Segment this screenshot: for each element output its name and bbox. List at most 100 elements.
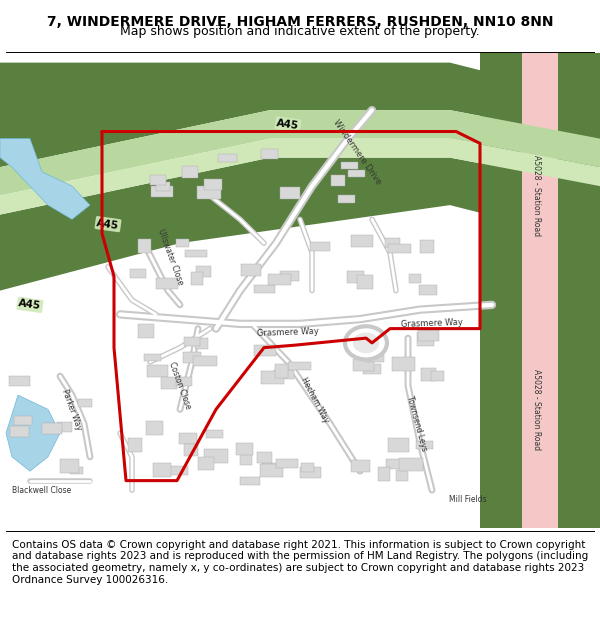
FancyBboxPatch shape <box>331 175 345 186</box>
FancyBboxPatch shape <box>386 459 407 469</box>
Polygon shape <box>0 158 600 291</box>
FancyBboxPatch shape <box>349 170 365 177</box>
FancyBboxPatch shape <box>417 332 434 346</box>
FancyBboxPatch shape <box>341 162 358 169</box>
Text: A45: A45 <box>96 217 120 231</box>
Text: Townsend Leys: Townsend Leys <box>405 395 429 452</box>
Polygon shape <box>558 53 600 528</box>
Polygon shape <box>6 395 60 471</box>
FancyBboxPatch shape <box>421 368 436 381</box>
FancyBboxPatch shape <box>347 271 364 284</box>
FancyBboxPatch shape <box>431 371 443 381</box>
FancyBboxPatch shape <box>161 377 176 389</box>
FancyBboxPatch shape <box>183 352 200 362</box>
Text: Contains OS data © Crown copyright and database right 2021. This information is : Contains OS data © Crown copyright and d… <box>12 540 588 584</box>
Text: A45: A45 <box>276 118 300 131</box>
FancyBboxPatch shape <box>152 462 172 476</box>
FancyBboxPatch shape <box>60 459 79 473</box>
Polygon shape <box>0 139 600 214</box>
FancyBboxPatch shape <box>184 337 200 346</box>
Polygon shape <box>78 172 510 528</box>
FancyBboxPatch shape <box>239 451 252 464</box>
FancyBboxPatch shape <box>262 462 278 472</box>
FancyBboxPatch shape <box>274 370 293 379</box>
FancyBboxPatch shape <box>58 422 73 432</box>
FancyBboxPatch shape <box>156 182 170 191</box>
FancyBboxPatch shape <box>176 378 192 386</box>
FancyBboxPatch shape <box>167 466 188 475</box>
FancyBboxPatch shape <box>78 399 92 407</box>
Text: Grasmere Way: Grasmere Way <box>401 318 463 329</box>
FancyBboxPatch shape <box>10 426 29 437</box>
FancyBboxPatch shape <box>145 354 161 361</box>
FancyBboxPatch shape <box>351 460 370 472</box>
FancyBboxPatch shape <box>388 244 410 253</box>
Text: Map shows position and indicative extent of the property.: Map shows position and indicative extent… <box>120 25 480 38</box>
FancyBboxPatch shape <box>310 242 331 251</box>
Text: A5028 - Station Road: A5028 - Station Road <box>533 369 542 450</box>
Text: Ullswater Close: Ullswater Close <box>156 228 185 287</box>
Text: Grasmere Way: Grasmere Way <box>257 327 319 338</box>
FancyBboxPatch shape <box>388 438 409 452</box>
FancyBboxPatch shape <box>363 364 381 374</box>
FancyBboxPatch shape <box>185 249 206 258</box>
FancyBboxPatch shape <box>385 238 400 248</box>
FancyBboxPatch shape <box>254 286 275 293</box>
FancyBboxPatch shape <box>151 186 173 198</box>
FancyBboxPatch shape <box>257 452 272 464</box>
FancyBboxPatch shape <box>418 329 439 341</box>
FancyBboxPatch shape <box>378 468 391 481</box>
FancyBboxPatch shape <box>358 275 373 289</box>
FancyBboxPatch shape <box>193 356 217 366</box>
FancyBboxPatch shape <box>301 463 314 472</box>
FancyBboxPatch shape <box>419 285 437 295</box>
Text: Windermere Drive: Windermere Drive <box>331 118 383 186</box>
Circle shape <box>353 332 379 353</box>
FancyBboxPatch shape <box>138 239 151 254</box>
FancyBboxPatch shape <box>236 443 253 455</box>
FancyBboxPatch shape <box>276 459 298 468</box>
Text: 7, WINDERMERE DRIVE, HIGHAM FERRERS, RUSHDEN, NN10 8NN: 7, WINDERMERE DRIVE, HIGHAM FERRERS, RUS… <box>47 15 553 29</box>
FancyBboxPatch shape <box>396 470 409 481</box>
FancyBboxPatch shape <box>261 149 278 159</box>
FancyBboxPatch shape <box>280 271 299 281</box>
FancyBboxPatch shape <box>204 449 227 463</box>
Polygon shape <box>480 53 522 528</box>
Polygon shape <box>0 110 600 196</box>
FancyBboxPatch shape <box>365 351 383 362</box>
FancyBboxPatch shape <box>275 364 289 378</box>
FancyBboxPatch shape <box>288 362 311 370</box>
Polygon shape <box>0 62 600 167</box>
Text: Hecham Way: Hecham Way <box>299 376 331 424</box>
FancyBboxPatch shape <box>352 235 373 247</box>
FancyBboxPatch shape <box>254 345 276 356</box>
FancyBboxPatch shape <box>182 166 197 177</box>
FancyBboxPatch shape <box>130 269 146 278</box>
FancyBboxPatch shape <box>260 464 283 478</box>
FancyBboxPatch shape <box>280 187 301 199</box>
Text: Blackwell Close: Blackwell Close <box>13 486 71 494</box>
FancyBboxPatch shape <box>146 421 163 434</box>
FancyBboxPatch shape <box>150 175 166 185</box>
FancyBboxPatch shape <box>196 266 211 277</box>
FancyBboxPatch shape <box>204 179 222 190</box>
FancyBboxPatch shape <box>197 186 221 199</box>
FancyBboxPatch shape <box>139 324 154 338</box>
FancyBboxPatch shape <box>409 274 421 283</box>
FancyBboxPatch shape <box>179 432 197 444</box>
FancyBboxPatch shape <box>14 416 32 424</box>
Circle shape <box>345 326 387 359</box>
Text: A5028 - Station Road: A5028 - Station Road <box>533 155 542 236</box>
FancyBboxPatch shape <box>241 477 260 485</box>
FancyBboxPatch shape <box>400 458 423 471</box>
FancyBboxPatch shape <box>184 444 197 456</box>
FancyBboxPatch shape <box>197 457 214 470</box>
FancyBboxPatch shape <box>392 357 415 371</box>
FancyBboxPatch shape <box>268 274 291 285</box>
FancyBboxPatch shape <box>218 154 237 162</box>
FancyBboxPatch shape <box>338 194 355 203</box>
FancyBboxPatch shape <box>206 431 223 437</box>
Text: Parker Way: Parker Way <box>61 388 83 431</box>
FancyBboxPatch shape <box>416 441 433 449</box>
Text: Mill Fields: Mill Fields <box>449 495 487 504</box>
